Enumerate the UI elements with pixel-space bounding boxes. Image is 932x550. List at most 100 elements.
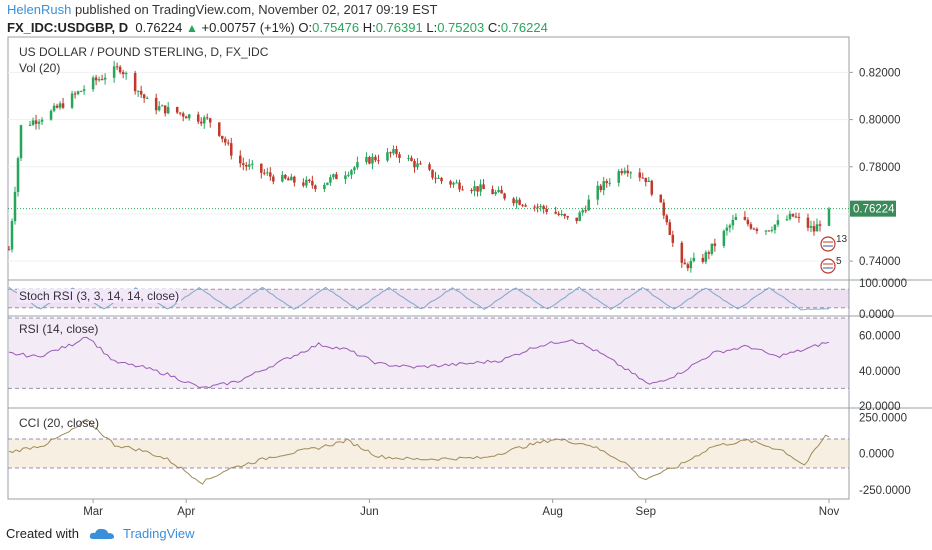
candle-body	[524, 205, 527, 207]
cci-line	[8, 418, 830, 485]
candle-body	[545, 209, 548, 212]
candle-body	[752, 228, 756, 230]
candle-body	[689, 261, 693, 269]
tradingview-brand[interactable]: TradingView	[122, 526, 195, 541]
candle-body	[160, 105, 164, 107]
candle-body	[650, 180, 654, 195]
candle-body	[196, 114, 200, 122]
candle-body	[470, 190, 473, 192]
author-link[interactable]: HelenRush	[7, 2, 72, 17]
candle-body	[812, 226, 816, 232]
candle-body	[350, 170, 353, 175]
candle-body	[539, 206, 542, 208]
candle-body	[797, 217, 801, 219]
candle-body	[76, 91, 80, 94]
candle-body	[302, 182, 305, 186]
candle-body	[374, 156, 377, 161]
candle-body	[332, 174, 335, 178]
high-value: 0.76391	[375, 20, 423, 35]
candle-body	[202, 117, 206, 124]
candle-body	[227, 142, 230, 144]
candle-body	[479, 184, 482, 192]
stoch-rsi-title: Stoch RSI (3, 3, 14, 14, close)	[17, 289, 182, 303]
candle-body	[680, 242, 684, 263]
candle-body	[70, 93, 74, 108]
candle-body	[764, 230, 768, 232]
candle-body	[347, 174, 350, 176]
candle-body	[776, 220, 780, 225]
candle-body	[230, 143, 233, 156]
candle-body	[641, 177, 645, 179]
candle-body	[181, 113, 185, 117]
candle-body	[434, 177, 437, 179]
price-tick-label: 0.80000	[859, 115, 901, 127]
candle-body	[323, 184, 326, 190]
candle-body	[205, 117, 209, 119]
volume-label: Vol (20)	[19, 61, 61, 75]
candle-body	[121, 72, 125, 75]
event-flag-icon	[820, 258, 836, 274]
candle-body	[599, 185, 602, 191]
candle-body	[617, 171, 621, 183]
candle-body	[377, 160, 380, 162]
candle-body	[749, 224, 753, 229]
candle-body	[827, 208, 831, 226]
created-with-text: Created with	[6, 526, 79, 541]
candle-body	[58, 103, 62, 108]
up-arrow-icon: ▲	[185, 21, 198, 35]
rsi-tick-label: 40.0000	[859, 366, 901, 378]
candle-body	[704, 252, 708, 262]
close-label: C:	[487, 20, 501, 35]
candle-body	[818, 224, 822, 226]
candle-body	[199, 121, 203, 124]
candle-body	[416, 163, 419, 168]
cci-band	[9, 439, 849, 468]
candle-body	[139, 90, 143, 95]
candle-body	[305, 179, 308, 186]
candle-body	[566, 216, 569, 218]
time-axis-label: Aug	[542, 506, 562, 518]
candle-body	[476, 186, 479, 192]
candle-body	[13, 191, 17, 222]
ohlc-line: FX_IDC:USDGBP, D 0.76224 ▲ +0.00757 (+1%…	[7, 20, 548, 35]
candle-body	[368, 156, 371, 164]
candle-body	[725, 227, 729, 231]
candle-body	[701, 257, 705, 262]
time-axis-label: Apr	[177, 506, 195, 518]
candle-body	[575, 217, 578, 222]
candle-body	[82, 89, 86, 92]
candle-body	[461, 189, 464, 191]
candle-body	[145, 97, 149, 99]
candle-body	[629, 172, 633, 174]
candle-body	[178, 112, 182, 114]
candle-body	[713, 243, 717, 246]
candle-body	[407, 157, 410, 159]
candle-body	[398, 154, 401, 159]
candle-body	[557, 213, 560, 215]
candle-body	[668, 222, 672, 235]
candle-body	[266, 172, 269, 174]
candle-body	[512, 198, 515, 204]
candle-body	[245, 164, 248, 167]
candle-body	[52, 105, 56, 111]
candle-body	[767, 230, 771, 232]
candle-body	[40, 119, 44, 122]
candle-body	[19, 125, 23, 159]
candle-body	[533, 206, 536, 208]
candle-body	[791, 213, 795, 217]
last-price-label: 0.76224	[853, 204, 895, 216]
candle-body	[263, 172, 266, 174]
candle-body	[560, 213, 563, 215]
candle-body	[133, 72, 137, 92]
candle-body	[410, 157, 413, 161]
event-flag-icon	[820, 236, 836, 252]
candle-body	[581, 210, 584, 213]
change-value: +0.00757 (+1%)	[201, 20, 295, 35]
rsi-tick-label: 60.0000	[859, 331, 901, 343]
candle-body	[311, 180, 314, 186]
candle-body	[353, 167, 356, 171]
candle-body	[491, 189, 494, 195]
candle-body	[157, 106, 161, 111]
candle-body	[503, 193, 506, 199]
